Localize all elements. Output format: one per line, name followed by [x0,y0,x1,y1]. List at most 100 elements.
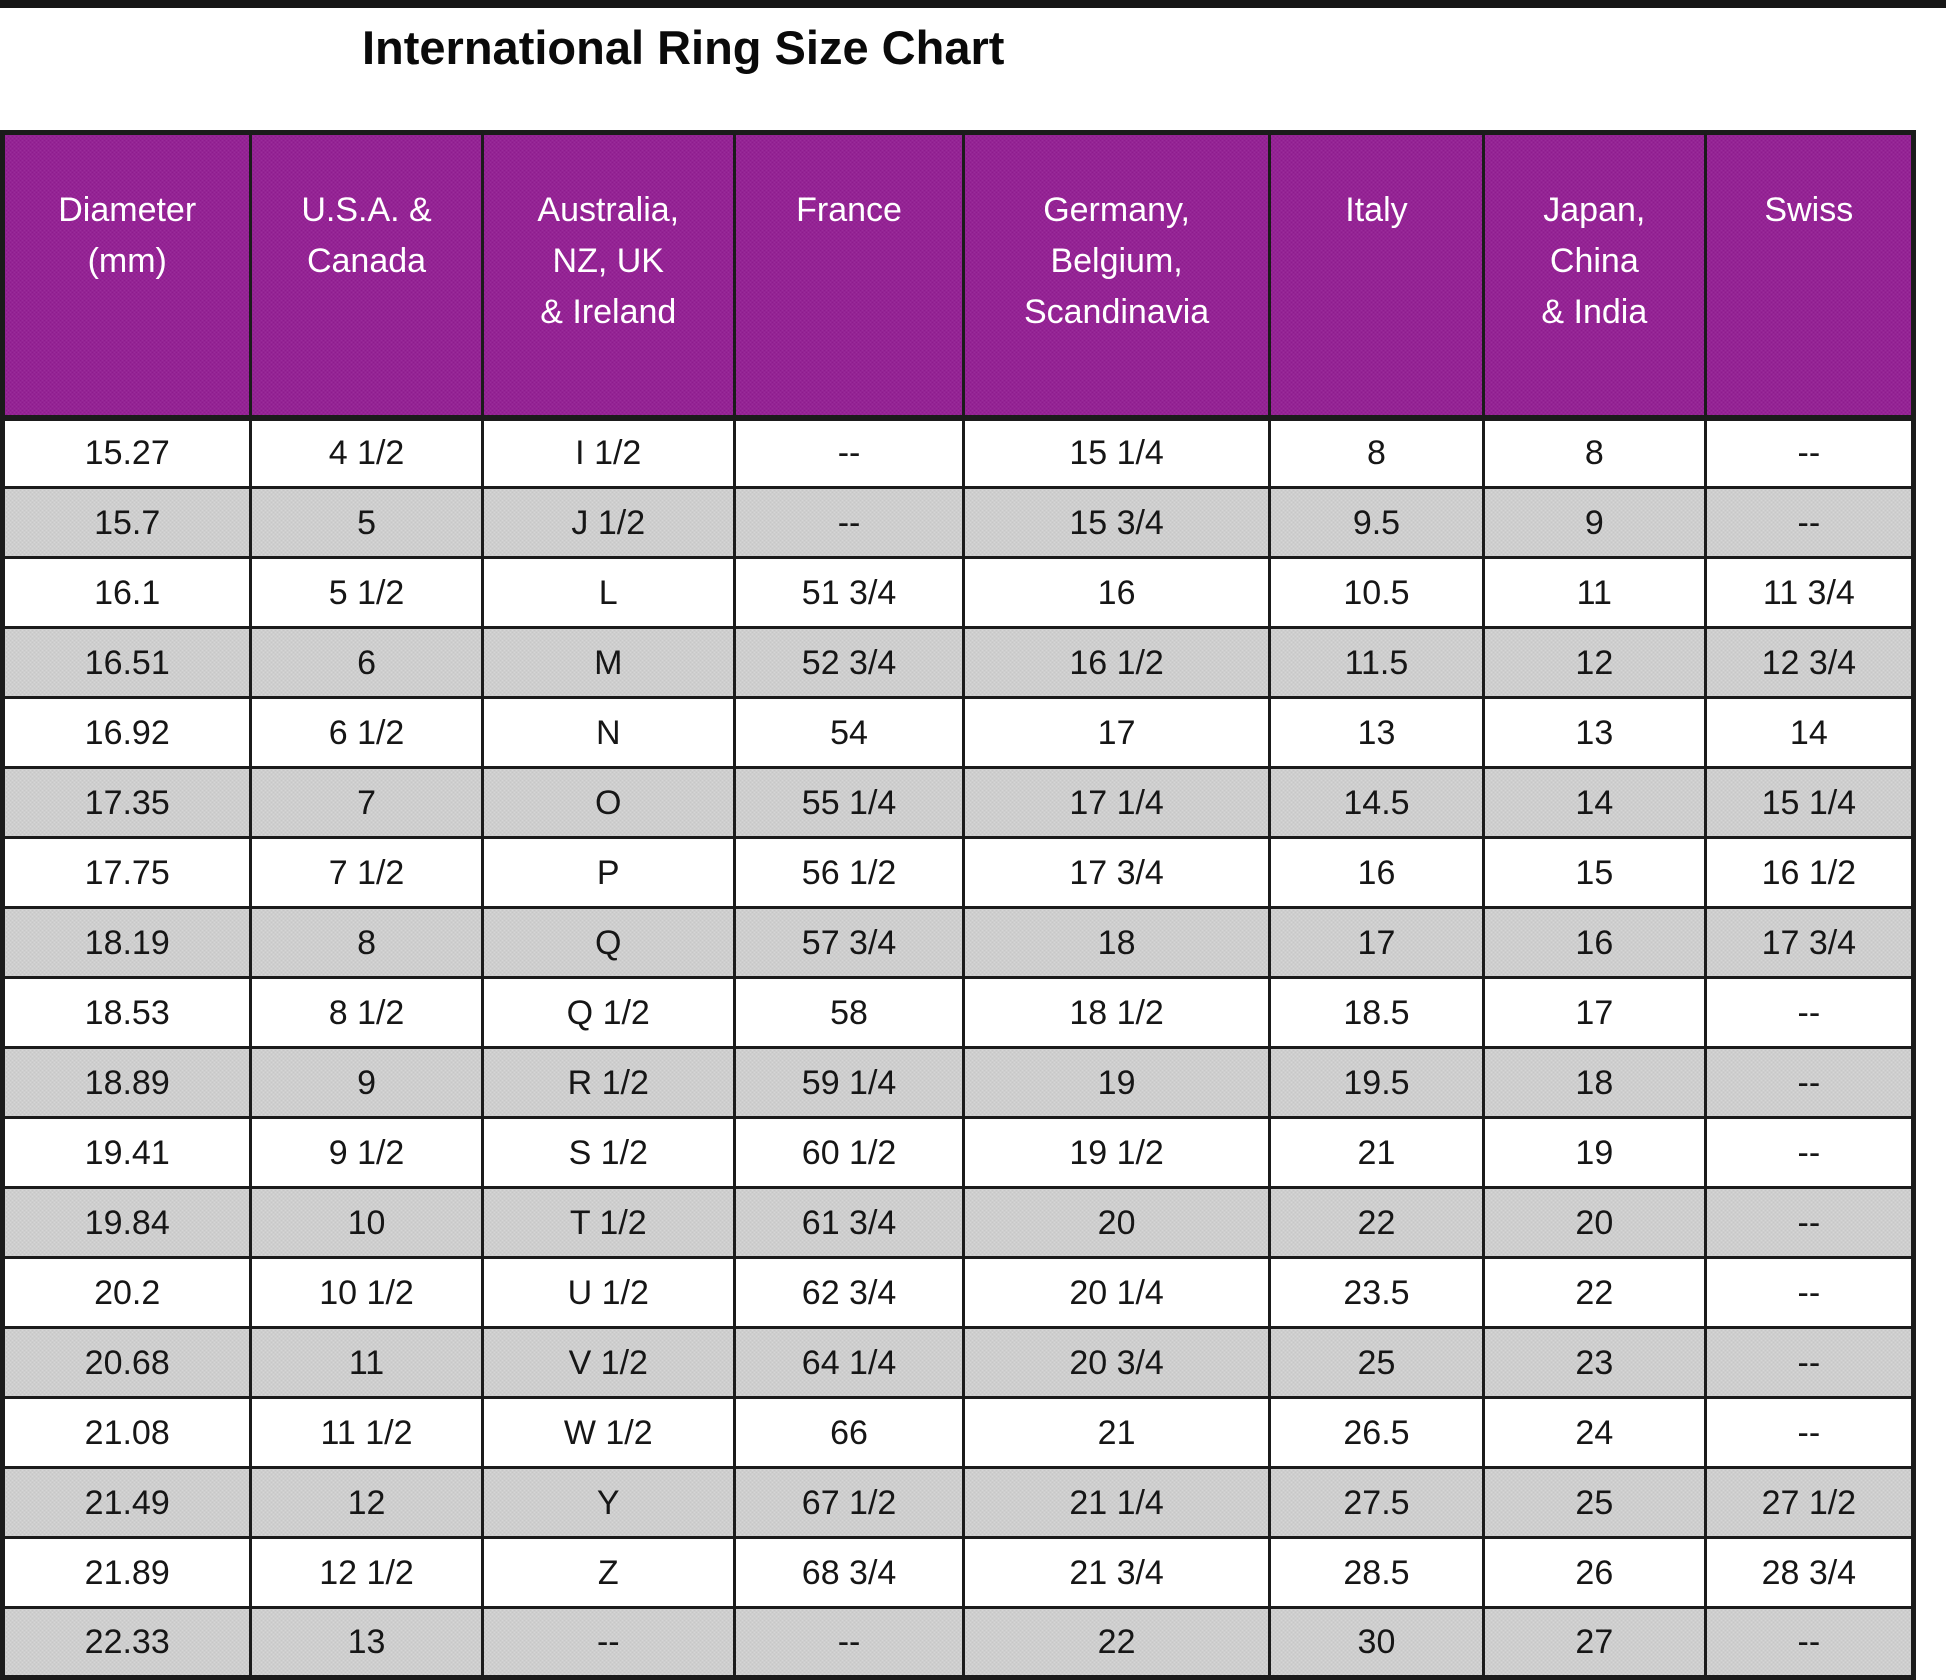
col-header-diameter-mm: Diameter (mm) [0,131,253,421]
table-cell: 8 [249,906,484,979]
table-cell: 11 [249,1326,484,1399]
table-cell: 8 1/2 [249,976,484,1049]
table-cell: -- [1703,1396,1916,1469]
table-cell: 5 1/2 [249,556,484,629]
table-cell: 5 [249,486,484,559]
col-header-swiss: Swiss [1703,131,1916,421]
table-cell: 64 1/4 [732,1326,966,1399]
table-cell: 52 3/4 [732,626,966,699]
table-cell: Q [480,906,736,979]
table-cell: -- [1703,1116,1916,1189]
col-header-australia-nz-uk-ireland: Australia, NZ, UK & Ireland [480,131,736,421]
table-cell: 11.5 [1267,626,1485,699]
table-cell: Q 1/2 [480,976,736,1049]
table-row: 15.27 4 1/2 I 1/2 -- 15 1/4 8 8 -- [0,416,1916,489]
table-cell: 21.08 [0,1396,253,1469]
table-row: 18.53 8 1/2 Q 1/2 58 18 1/2 18.5 17 -- [0,976,1916,1049]
table-cell: 62 3/4 [732,1256,966,1329]
table-cell: 13 [1481,696,1707,769]
table-row: 16.51 6 M 52 3/4 16 1/2 11.5 12 12 3/4 [0,626,1916,699]
table-cell: 16 1/2 [962,626,1271,699]
col-header-germany-belgium-scandinavia: Germany, Belgium, Scandinavia [962,131,1271,421]
table-cell: Z [480,1536,736,1609]
table-cell: 27.5 [1267,1466,1485,1539]
table-cell: 18.5 [1267,976,1485,1049]
table-row: 22.33 13 -- -- 22 30 27 -- [0,1606,1916,1679]
table-cell: 22 [1481,1256,1707,1329]
table-cell: Y [480,1466,736,1539]
col-header-france: France [732,131,966,421]
table-cell: U 1/2 [480,1256,736,1329]
table-cell: 18 [962,906,1271,979]
table-cell: -- [1703,1326,1916,1399]
table-cell: 10.5 [1267,556,1485,629]
table-cell: 15 1/4 [962,416,1271,489]
table-cell: 18 1/2 [962,976,1271,1049]
table-cell: -- [1703,1186,1916,1259]
table-cell: 20 [962,1186,1271,1259]
table-cell: 12 [249,1466,484,1539]
table-cell: 25 [1481,1466,1707,1539]
table-cell: 58 [732,976,966,1049]
table-cell: 26.5 [1267,1396,1485,1469]
table-cell: 11 [1481,556,1707,629]
table-row: 21.49 12 Y 67 1/2 21 1/4 27.5 25 27 1/2 [0,1466,1916,1539]
table-row: 19.41 9 1/2 S 1/2 60 1/2 19 1/2 21 19 -- [0,1116,1916,1189]
table-cell: 20 3/4 [962,1326,1271,1399]
table-row: 16.92 6 1/2 N 54 17 13 13 14 [0,696,1916,769]
table-cell: 6 [249,626,484,699]
table-cell: 11 3/4 [1703,556,1916,629]
table-cell: 10 [249,1186,484,1259]
table-cell: 12 3/4 [1703,626,1916,699]
table-cell: W 1/2 [480,1396,736,1469]
table-cell: 28.5 [1267,1536,1485,1609]
table-cell: 13 [249,1606,484,1679]
table-cell: 19.41 [0,1116,253,1189]
table-cell: 16 [1481,906,1707,979]
table-cell: 20.68 [0,1326,253,1399]
table-cell: 14.5 [1267,766,1485,839]
table-cell: -- [732,416,966,489]
table-cell: 17 [962,696,1271,769]
table-cell: 9 [249,1046,484,1119]
col-header-usa-canada: U.S.A. & Canada [249,131,484,421]
table-cell: 23.5 [1267,1256,1485,1329]
table-cell: 17.75 [0,836,253,909]
table-cell: 21 [962,1396,1271,1469]
table-cell: S 1/2 [480,1116,736,1189]
table-cell: 20 [1481,1186,1707,1259]
table-cell: O [480,766,736,839]
table-cell: 10 1/2 [249,1256,484,1329]
table-cell: 17 [1481,976,1707,1049]
table-cell: V 1/2 [480,1326,736,1399]
table-cell: 57 3/4 [732,906,966,979]
table-cell: -- [480,1606,736,1679]
table-cell: 17 3/4 [1703,906,1916,979]
table-cell: 55 1/4 [732,766,966,839]
table-cell: 15 [1481,836,1707,909]
table-cell: 9.5 [1267,486,1485,559]
table-cell: -- [1703,1046,1916,1119]
table-cell: T 1/2 [480,1186,736,1259]
table-cell: 59 1/4 [732,1046,966,1119]
table-cell: 23 [1481,1326,1707,1399]
table-cell: 6 1/2 [249,696,484,769]
title-area: International Ring Size Chart [0,8,1946,130]
table-cell: 30 [1267,1606,1485,1679]
table-cell: 17.35 [0,766,253,839]
table-row: 21.08 11 1/2 W 1/2 66 21 26.5 24 -- [0,1396,1916,1469]
ring-size-table: Diameter (mm) U.S.A. & Canada Australia,… [0,130,1916,1680]
table-cell: 17 [1267,906,1485,979]
table-cell: P [480,836,736,909]
table-cell: L [480,556,736,629]
header-row: Diameter (mm) U.S.A. & Canada Australia,… [0,131,1916,421]
table-cell: J 1/2 [480,486,736,559]
table-cell: 15 1/4 [1703,766,1916,839]
table-row: 16.1 5 1/2 L 51 3/4 16 10.5 11 11 3/4 [0,556,1916,629]
table-cell: N [480,696,736,769]
table-row: 18.19 8 Q 57 3/4 18 17 16 17 3/4 [0,906,1916,979]
table-row: 19.84 10 T 1/2 61 3/4 20 22 20 -- [0,1186,1916,1259]
table-cell: 19 1/2 [962,1116,1271,1189]
table-cell: 27 1/2 [1703,1466,1916,1539]
table-cell: 22 [962,1606,1271,1679]
